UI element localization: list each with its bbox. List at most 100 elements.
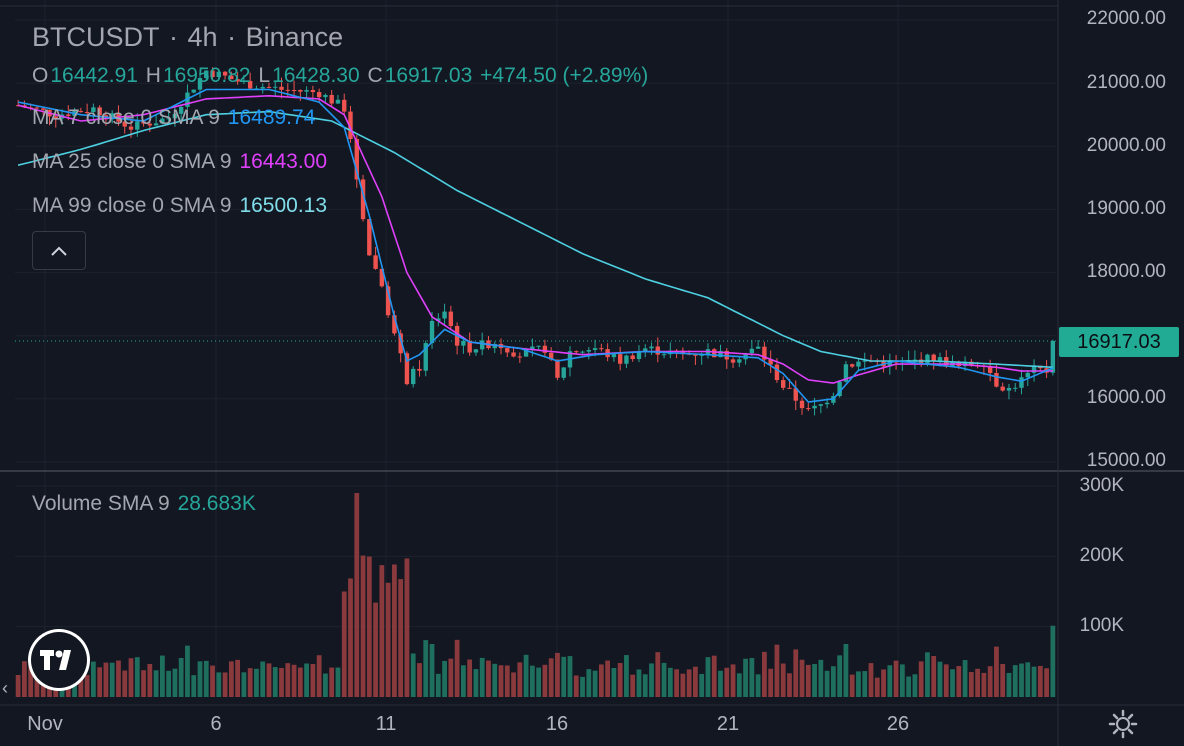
- price-tick: 20000.00: [1086, 135, 1166, 156]
- volume-bar: [260, 661, 266, 697]
- time-tick: 26: [886, 713, 910, 735]
- candle-body: [530, 346, 535, 350]
- interval-label[interactable]: 4h: [187, 22, 218, 52]
- indicator-ma7[interactable]: MA 7 close 0 SMA 9 16489.74: [32, 106, 317, 130]
- symbol-name[interactable]: BTCUSDT: [32, 22, 160, 52]
- volume-bar: [943, 664, 949, 697]
- candle-body: [937, 357, 943, 362]
- volume-bar: [310, 663, 316, 697]
- volume-bar: [674, 669, 679, 697]
- volume-bar: [868, 663, 874, 697]
- volume-bar: [91, 661, 96, 697]
- volume-tick: 100K: [1079, 615, 1124, 636]
- candle-body: [517, 356, 523, 358]
- volume-bar: [768, 668, 774, 697]
- candle-body: [128, 126, 134, 130]
- candle-body: [548, 352, 554, 360]
- volume-indicator[interactable]: Volume SMA 9 28.683K: [32, 492, 258, 516]
- low-label: L: [258, 64, 271, 87]
- candle-body: [774, 364, 780, 381]
- candle-body: [204, 70, 209, 79]
- volume-bar: [611, 668, 617, 697]
- volume-bar: [1006, 672, 1012, 697]
- volume-bar: [649, 663, 654, 697]
- candle-body: [793, 388, 798, 401]
- volume-bar: [354, 493, 360, 697]
- candle-body: [712, 349, 717, 358]
- candle-body: [448, 311, 454, 326]
- volume-bar: [718, 670, 723, 697]
- candle-body: [404, 353, 410, 385]
- candle-body: [843, 364, 849, 382]
- candle-body: [273, 86, 278, 88]
- volume-bar: [498, 665, 504, 697]
- chevron-left-icon[interactable]: ‹: [2, 678, 8, 698]
- volume-bar: [956, 666, 962, 697]
- volume-bar: [824, 670, 830, 697]
- candle-body: [749, 348, 755, 354]
- candle-body: [354, 139, 359, 180]
- open-label: O: [32, 64, 49, 87]
- candle-body: [737, 359, 742, 363]
- candle-body: [542, 345, 548, 353]
- close-label: C: [367, 64, 383, 87]
- indicator-value: 16500.13: [239, 194, 328, 217]
- candle-body: [781, 380, 786, 388]
- volume-tick: 300K: [1079, 475, 1124, 496]
- volume-bar: [812, 663, 817, 697]
- candle-body: [160, 118, 165, 124]
- candle-body: [1019, 377, 1024, 388]
- volume-bar: [341, 591, 347, 697]
- tradingview-logo[interactable]: [28, 629, 90, 691]
- candle-body: [824, 402, 830, 405]
- ohlc-values: O16442.91 H16950.82 L16428.30 C16917.03 …: [32, 64, 650, 88]
- volume-bar: [755, 674, 761, 697]
- volume-bar: [304, 663, 309, 697]
- volume-bar: [730, 664, 736, 697]
- candle-body: [592, 348, 598, 351]
- candle-body: [693, 354, 698, 356]
- volume-bar: [918, 661, 924, 697]
- volume-bar: [523, 654, 529, 697]
- volume-bar: [931, 656, 937, 697]
- indicator-ma99[interactable]: MA 99 close 0 SMA 9 16500.13: [32, 194, 329, 218]
- gear-icon[interactable]: [1108, 709, 1138, 739]
- symbol-header[interactable]: BTCUSDT · 4h · Binance: [32, 22, 345, 53]
- candle-body: [379, 268, 385, 287]
- separator: ·: [227, 22, 237, 52]
- candle-body: [191, 89, 196, 93]
- volume-bar: [774, 644, 780, 697]
- indicator-ma25[interactable]: MA 25 close 0 SMA 9 16443.00: [32, 150, 329, 174]
- volume-bar: [335, 667, 341, 697]
- volume-bar: [598, 664, 604, 697]
- candle-body: [342, 99, 347, 112]
- candle-body: [41, 108, 46, 110]
- price-tick: 21000.00: [1086, 72, 1166, 93]
- volume-bar: [636, 669, 642, 697]
- volume-bar: [724, 667, 730, 697]
- candle-body: [649, 346, 654, 349]
- volume-bar: [856, 671, 861, 697]
- tradingview-logo-icon: [40, 650, 71, 670]
- price-tick: 19000.00: [1086, 198, 1166, 219]
- candle-body: [323, 94, 328, 98]
- candle-body: [266, 86, 272, 88]
- candle-body: [429, 320, 435, 344]
- price-tick: 16000.00: [1086, 387, 1166, 408]
- volume-bar: [799, 659, 805, 697]
- volume-bar: [473, 669, 479, 697]
- volume-bar: [843, 643, 849, 697]
- volume-bar: [605, 660, 611, 697]
- candle-body: [799, 400, 805, 409]
- candle-body: [787, 387, 792, 389]
- price-tick: 15000.00: [1086, 450, 1166, 471]
- candle-body: [84, 112, 90, 114]
- time-tick: 16: [545, 713, 569, 735]
- indicator-value: 16443.00: [239, 150, 328, 173]
- candle-body: [91, 107, 96, 113]
- collapse-legend-button[interactable]: [32, 231, 86, 270]
- candle-body: [511, 352, 516, 357]
- volume-bar: [504, 665, 510, 697]
- candle-body: [661, 354, 667, 356]
